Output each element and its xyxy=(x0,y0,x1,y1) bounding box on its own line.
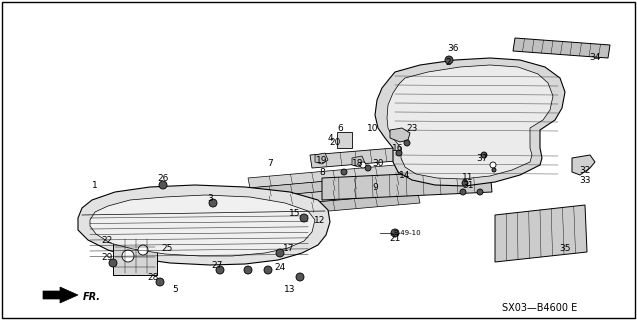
Polygon shape xyxy=(248,163,420,188)
Circle shape xyxy=(122,250,134,262)
Text: 9: 9 xyxy=(372,182,378,191)
Text: 33: 33 xyxy=(579,175,590,185)
Circle shape xyxy=(300,214,308,222)
Circle shape xyxy=(156,278,164,286)
Text: 26: 26 xyxy=(157,173,169,182)
Polygon shape xyxy=(310,145,432,168)
Text: 12: 12 xyxy=(314,215,326,225)
Text: 1: 1 xyxy=(92,180,98,189)
Circle shape xyxy=(244,266,252,274)
Circle shape xyxy=(209,199,217,207)
Text: 14: 14 xyxy=(399,171,411,180)
Polygon shape xyxy=(248,183,420,208)
Polygon shape xyxy=(248,193,420,218)
Polygon shape xyxy=(315,153,328,164)
Polygon shape xyxy=(375,58,565,186)
Polygon shape xyxy=(322,170,492,200)
Text: 27: 27 xyxy=(211,260,223,269)
Circle shape xyxy=(159,181,167,189)
Text: 3: 3 xyxy=(207,194,213,203)
Text: 20: 20 xyxy=(329,138,341,147)
Text: SX03—B4600 E: SX03—B4600 E xyxy=(503,303,578,313)
Polygon shape xyxy=(90,195,315,256)
Text: 36: 36 xyxy=(447,44,459,52)
Text: 2: 2 xyxy=(445,58,451,67)
Text: 10: 10 xyxy=(368,124,379,132)
Polygon shape xyxy=(495,205,587,262)
Polygon shape xyxy=(387,65,553,179)
Text: 21: 21 xyxy=(389,234,401,243)
Text: 22: 22 xyxy=(101,236,113,244)
Polygon shape xyxy=(248,173,420,198)
Text: 15: 15 xyxy=(289,209,301,218)
Text: 25: 25 xyxy=(161,244,173,252)
Text: 19: 19 xyxy=(316,156,328,164)
Text: 7: 7 xyxy=(267,158,273,167)
Circle shape xyxy=(138,245,148,255)
Circle shape xyxy=(404,140,410,146)
Circle shape xyxy=(216,266,224,274)
Polygon shape xyxy=(43,287,78,303)
Polygon shape xyxy=(572,155,595,175)
Circle shape xyxy=(365,165,371,171)
Text: 24: 24 xyxy=(275,263,285,273)
Text: 8: 8 xyxy=(319,167,325,177)
Circle shape xyxy=(396,150,402,156)
Polygon shape xyxy=(352,156,365,167)
Circle shape xyxy=(276,249,284,257)
Polygon shape xyxy=(113,237,157,275)
Text: 34: 34 xyxy=(589,52,601,61)
Text: 16: 16 xyxy=(392,143,404,153)
Polygon shape xyxy=(337,132,352,148)
Text: 35: 35 xyxy=(559,244,571,252)
Text: 23: 23 xyxy=(406,124,418,132)
Circle shape xyxy=(477,189,483,195)
Circle shape xyxy=(296,273,304,281)
Text: 5: 5 xyxy=(172,285,178,294)
Circle shape xyxy=(445,56,453,64)
Polygon shape xyxy=(78,185,330,265)
Text: 4: 4 xyxy=(327,133,333,142)
Circle shape xyxy=(490,162,496,168)
Text: 11: 11 xyxy=(462,172,474,181)
Text: 37: 37 xyxy=(476,154,488,163)
Circle shape xyxy=(481,152,487,158)
Polygon shape xyxy=(390,128,410,142)
Text: 29: 29 xyxy=(101,253,113,262)
Text: 18: 18 xyxy=(352,158,364,167)
Circle shape xyxy=(264,266,272,274)
Text: 13: 13 xyxy=(284,285,296,294)
Text: 30: 30 xyxy=(372,158,383,167)
Text: 17: 17 xyxy=(283,244,295,252)
Text: B-49-10: B-49-10 xyxy=(393,230,420,236)
Text: 32: 32 xyxy=(579,165,590,174)
Circle shape xyxy=(492,168,496,172)
Circle shape xyxy=(360,162,366,168)
Circle shape xyxy=(391,229,399,237)
Circle shape xyxy=(109,259,117,267)
Circle shape xyxy=(341,169,347,175)
Text: FR.: FR. xyxy=(83,292,101,302)
Text: 31: 31 xyxy=(462,180,474,189)
Polygon shape xyxy=(513,38,610,58)
Circle shape xyxy=(460,189,466,195)
Text: 28: 28 xyxy=(147,274,159,283)
Text: 6: 6 xyxy=(337,124,343,132)
Circle shape xyxy=(462,180,468,186)
